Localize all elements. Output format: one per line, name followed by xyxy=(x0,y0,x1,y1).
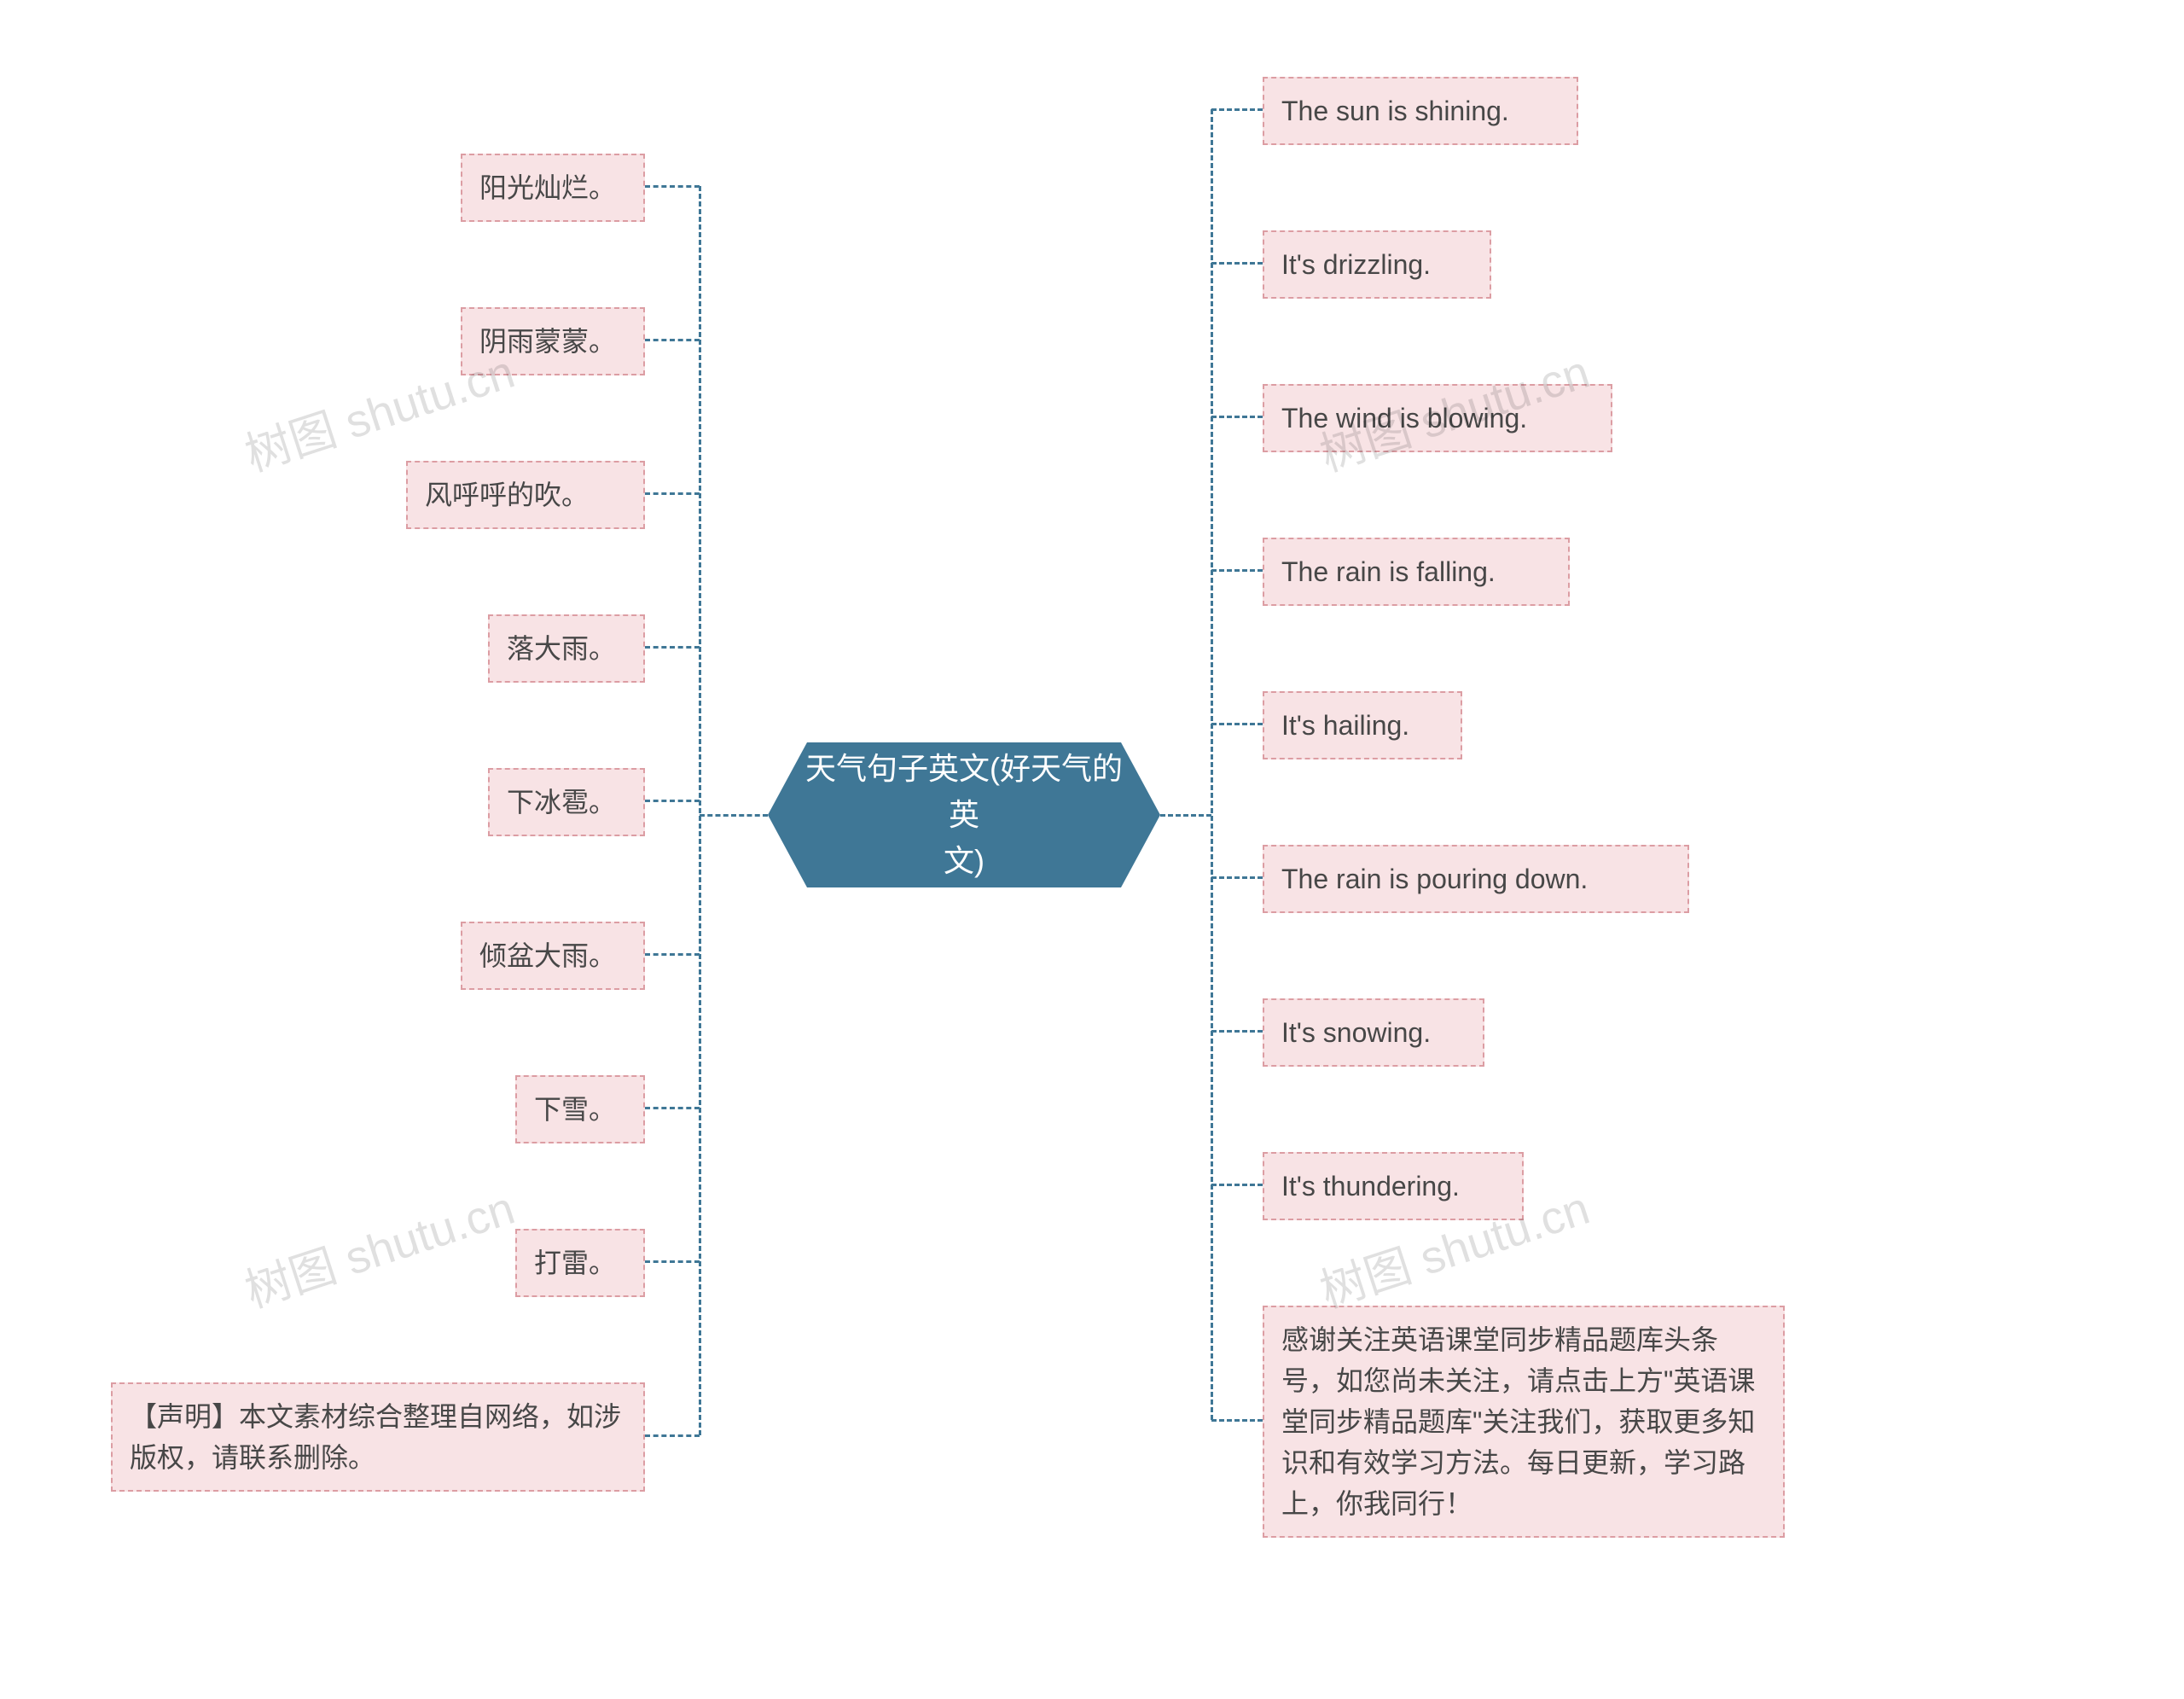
left-node-3[interactable]: 落大雨。 xyxy=(488,614,645,683)
right-node-2[interactable]: The wind is blowing. xyxy=(1263,384,1612,452)
left-node-6[interactable]: 下雪。 xyxy=(515,1075,645,1143)
connector-h xyxy=(1211,569,1263,572)
right-node-5[interactable]: The rain is pouring down. xyxy=(1263,845,1689,913)
left-node-7[interactable]: 打雷。 xyxy=(515,1229,645,1297)
connector-h xyxy=(1211,1419,1263,1422)
connector-h xyxy=(1211,108,1263,111)
connector-h xyxy=(1211,416,1263,418)
connector-h xyxy=(1211,1184,1263,1186)
right-node-3[interactable]: The rain is falling. xyxy=(1263,538,1570,606)
connector-h xyxy=(645,339,700,341)
left-node-5[interactable]: 倾盆大雨。 xyxy=(461,922,645,990)
connector-h xyxy=(645,646,700,649)
right-node-4[interactable]: It's hailing. xyxy=(1263,691,1462,759)
connector-h xyxy=(700,814,768,817)
connector-v xyxy=(1211,109,1213,1420)
left-node-8[interactable]: 【声明】本文素材综合整理自网络，如涉版权，请联系删除。 xyxy=(111,1382,645,1492)
connector-h xyxy=(645,953,700,956)
connector-h xyxy=(1160,814,1211,817)
connector-h xyxy=(645,1260,700,1263)
connector-v xyxy=(699,186,701,1435)
connector-h xyxy=(645,492,700,495)
right-node-8[interactable]: 感谢关注英语课堂同步精品题库头条号，如您尚未关注，请点击上方"英语课堂同步精品题… xyxy=(1263,1306,1785,1538)
connector-h xyxy=(1211,262,1263,265)
right-node-6[interactable]: It's snowing. xyxy=(1263,998,1484,1067)
right-node-1[interactable]: It's drizzling. xyxy=(1263,230,1491,299)
connector-h xyxy=(645,1107,700,1109)
center-node[interactable]: 天气句子英文(好天气的英 文) xyxy=(768,742,1160,887)
left-node-0[interactable]: 阳光灿烂。 xyxy=(461,154,645,222)
connector-h xyxy=(1211,876,1263,879)
right-node-7[interactable]: It's thundering. xyxy=(1263,1152,1524,1220)
connector-h xyxy=(645,800,700,802)
connector-h xyxy=(1211,1030,1263,1033)
connector-h xyxy=(645,185,700,188)
left-node-4[interactable]: 下冰雹。 xyxy=(488,768,645,836)
left-node-2[interactable]: 风呼呼的吹。 xyxy=(406,461,645,529)
right-node-0[interactable]: The sun is shining. xyxy=(1263,77,1578,145)
connector-h xyxy=(1211,723,1263,725)
connector-h xyxy=(645,1434,700,1437)
watermark-2: 树图 shutu.cn xyxy=(235,1170,522,1320)
left-node-1[interactable]: 阴雨蒙蒙。 xyxy=(461,307,645,375)
